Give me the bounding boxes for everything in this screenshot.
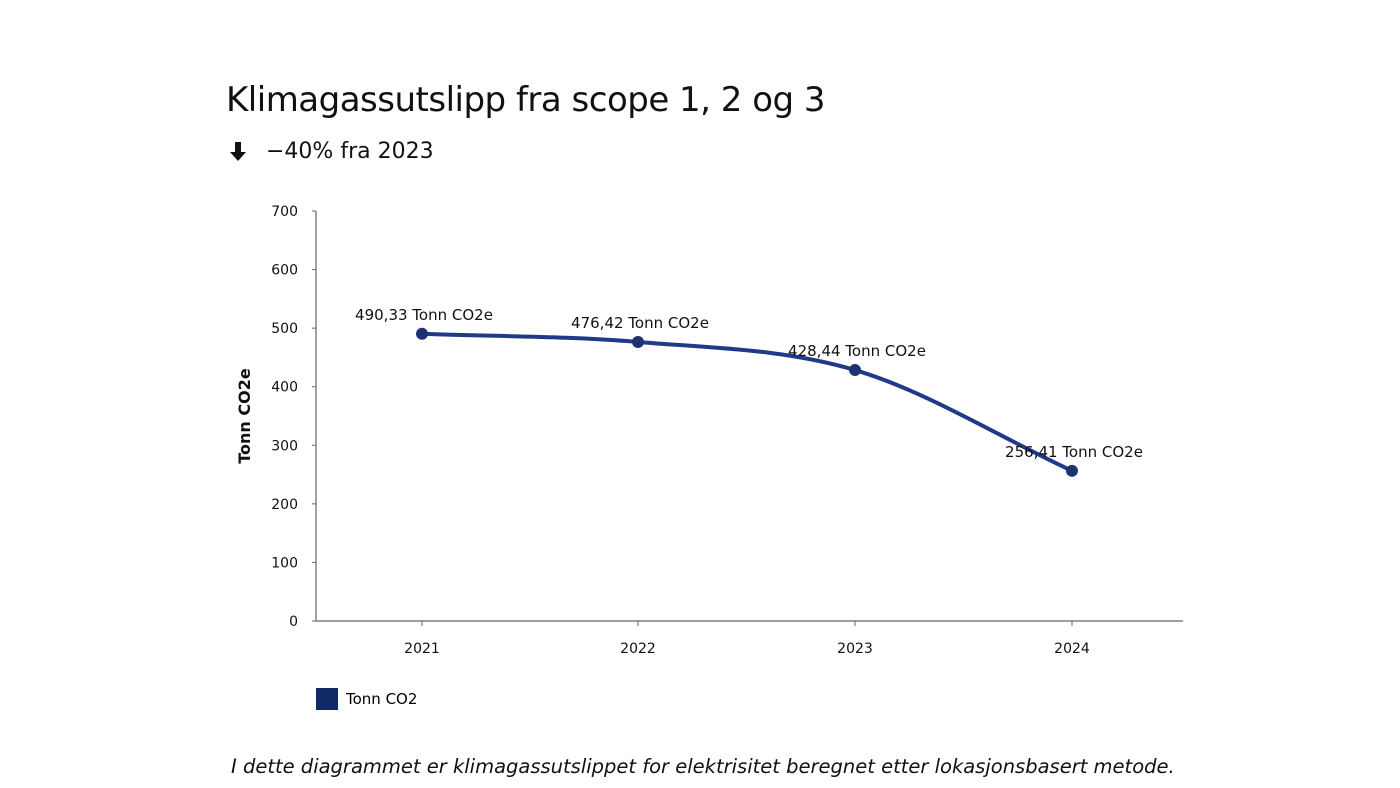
y-tick-label: 600	[271, 263, 298, 279]
change-indicator: −40% fra 2023	[228, 139, 434, 164]
legend-label: Tonn CO2	[346, 690, 418, 708]
data-label: 476,42 Tonn CO2e	[571, 314, 709, 332]
x-tick-label: 2022	[620, 641, 656, 657]
data-point	[416, 327, 428, 340]
change-text: −40% fra 2023	[266, 139, 434, 164]
data-label: 428,44 Tonn CO2e	[788, 342, 926, 360]
data-label: 256,41 Tonn CO2e	[1005, 443, 1143, 461]
y-tick-label: 0	[289, 614, 298, 630]
y-tick-label: 700	[271, 204, 298, 220]
data-point	[849, 364, 861, 377]
series-line-tonn-co2	[420, 331, 1074, 473]
y-tick-label: 300	[271, 438, 298, 454]
y-tick-label: 400	[271, 380, 298, 396]
x-tick-label: 2021	[404, 641, 440, 657]
y-axis-title: Tonn CO2e	[235, 368, 254, 464]
legend-swatch	[316, 688, 338, 710]
y-tick-label: 100	[271, 555, 298, 571]
chart-title: Klimagassutslipp fra scope 1, 2 og 3	[226, 80, 826, 120]
y-tick-label: 500	[271, 321, 298, 337]
footnote: I dette diagrammet er klimagassutslippet…	[231, 755, 1175, 778]
data-point	[1066, 464, 1078, 477]
x-tick-label: 2024	[1054, 641, 1090, 657]
x-tick-label: 2023	[837, 641, 873, 657]
data-point	[632, 335, 644, 348]
y-tick-label: 200	[271, 497, 298, 513]
data-label: 490,33 Tonn CO2e	[355, 306, 493, 324]
arrow-down-icon	[230, 141, 246, 161]
legend: Tonn CO2	[316, 688, 417, 710]
